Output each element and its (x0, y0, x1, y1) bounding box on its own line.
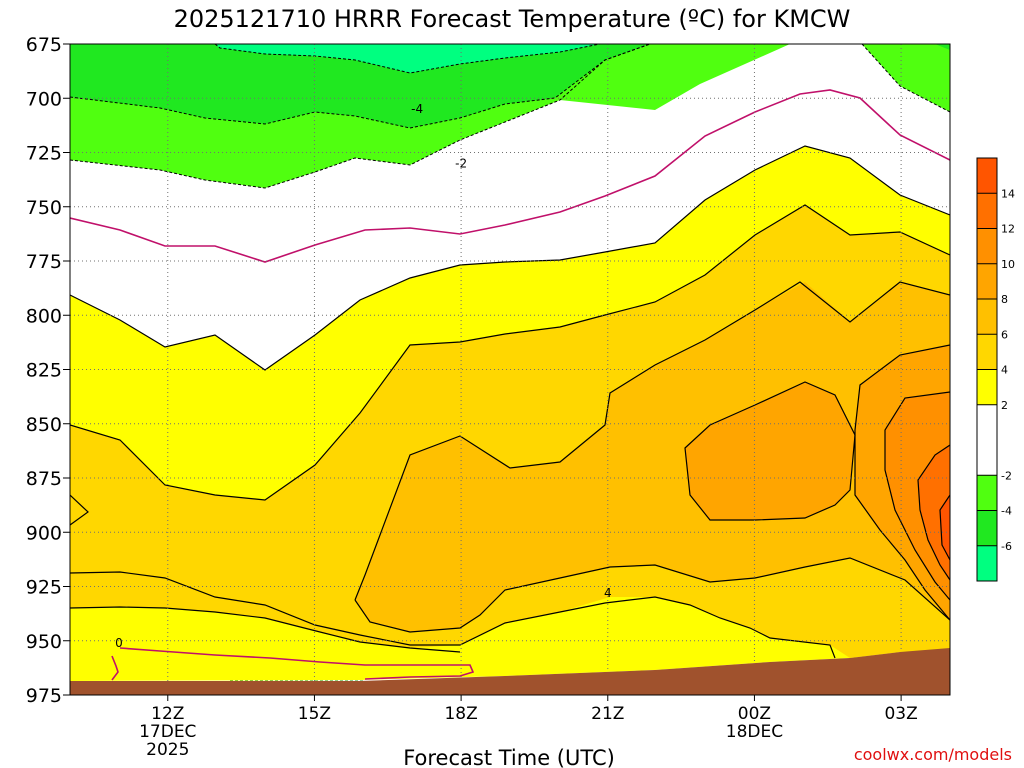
colorbar-label-4: 4 (1001, 364, 1008, 377)
contour-minus6 (214, 44, 601, 74)
contour-label-3: 0 (115, 636, 123, 650)
colorbar-band-4 (977, 369, 997, 405)
contour-6-lower (354, 557, 950, 633)
colorbar-legend: 14 12 10 8 6 4 2 -2 -4 -6 (976, 157, 1015, 582)
x-tick-label-18Z: 18Z (444, 704, 477, 724)
contour-4-lower (70, 571, 836, 659)
credit-text: coolwx.com/models (854, 745, 1012, 764)
contour-label-2: 4 (604, 586, 612, 600)
contour-2 (70, 145, 950, 371)
freezing-line-lower (119, 647, 475, 680)
colorbar-label-10: 10 (1001, 258, 1015, 271)
colorbar-band-8 (977, 228, 997, 264)
y-tick-label-800: 800 (26, 305, 62, 327)
grid (70, 44, 950, 695)
colorbar-band-0 (977, 545, 997, 581)
y-tick-label-725: 725 (26, 143, 62, 165)
freezing-line-upper (70, 89, 950, 263)
y-tick-label-950: 950 (26, 631, 62, 653)
y-axis: 675 700 725 750 775 800 825 850 875 900 925 950 975 (26, 34, 70, 707)
contour-minus4 (70, 44, 651, 129)
colorbar-label--2: -2 (1001, 469, 1012, 482)
contour-label-0: -4 (411, 102, 423, 116)
contour-lines (70, 145, 950, 659)
y-tick-label-900: 900 (26, 522, 62, 544)
y-tick-label-750: 750 (26, 197, 62, 219)
y-tick-label-825: 825 (26, 360, 62, 382)
contour-12 (917, 444, 950, 581)
contour-6-left (70, 494, 89, 526)
x-tick-label-00Z: 00Z (738, 704, 771, 724)
colorbar-label-14: 14 (1001, 187, 1015, 200)
x-tick-sublabel-18DEC: 18DEC (726, 722, 783, 742)
contour-minus2 (70, 44, 651, 189)
colorbar-label--4: -4 (1001, 505, 1012, 518)
x-tick-label-03Z: 03Z (884, 704, 917, 724)
x-tick-sublabel-2025: 2025 (146, 740, 189, 760)
colorbar-label-6: 6 (1001, 328, 1008, 341)
colorbar-band-7 (977, 263, 997, 299)
freezing-line-left (111, 655, 119, 681)
contour-10 (884, 391, 950, 601)
y-tick-label-700: 700 (26, 88, 62, 110)
y-tick-label-975: 975 (26, 685, 62, 707)
colorbar-band-1 (977, 510, 997, 546)
band-6-8 (355, 282, 950, 632)
plot-area (70, 44, 950, 695)
contour-4-upper (70, 204, 950, 501)
colorbar-band-9 (977, 193, 997, 229)
terrain (70, 648, 950, 695)
band-minus4-minus6 (70, 44, 950, 128)
contour-label-1: -2 (455, 156, 467, 170)
x-axis-label: Forecast Time (UTC) (403, 746, 615, 768)
colorbar-band-10 (977, 158, 997, 194)
contour-minus2-right (861, 44, 950, 113)
colorbar-label-2: 2 (1001, 399, 1008, 412)
x-tick-label-21Z: 21Z (591, 704, 624, 724)
contour-labels: -4 -2 4 0 (115, 102, 612, 650)
contour-8-b (854, 344, 950, 621)
x-tick-label-15Z: 15Z (298, 704, 331, 724)
y-tick-label-875: 875 (26, 468, 62, 490)
x-tick-label-12Z: 12Z (151, 704, 184, 724)
colorbar-band-3 (977, 404, 997, 476)
colorbar-label--6: -6 (1001, 540, 1012, 553)
chart-title: 2025121710 HRRR Forecast Temperature (ºC… (174, 5, 851, 33)
y-tick-label-775: 775 (26, 251, 62, 273)
band-below-minus6 (215, 44, 600, 73)
contour-8-a (684, 381, 856, 521)
colorbar-band-5 (977, 334, 997, 370)
colorbar-band-2 (977, 475, 997, 511)
y-tick-label-850: 850 (26, 414, 62, 436)
freezing-lines (70, 89, 950, 681)
contour-14 (939, 494, 950, 561)
colorbar-label-8: 8 (1001, 293, 1008, 306)
y-tick-label-675: 675 (26, 34, 62, 56)
band-8-10 (685, 345, 950, 620)
colorbar-band-6 (977, 299, 997, 335)
colorbar-label-12: 12 (1001, 223, 1015, 236)
contour-2-lower (70, 606, 461, 653)
y-tick-label-925: 925 (26, 577, 62, 599)
x-tick-sublabel-17DEC: 17DEC (139, 722, 196, 742)
